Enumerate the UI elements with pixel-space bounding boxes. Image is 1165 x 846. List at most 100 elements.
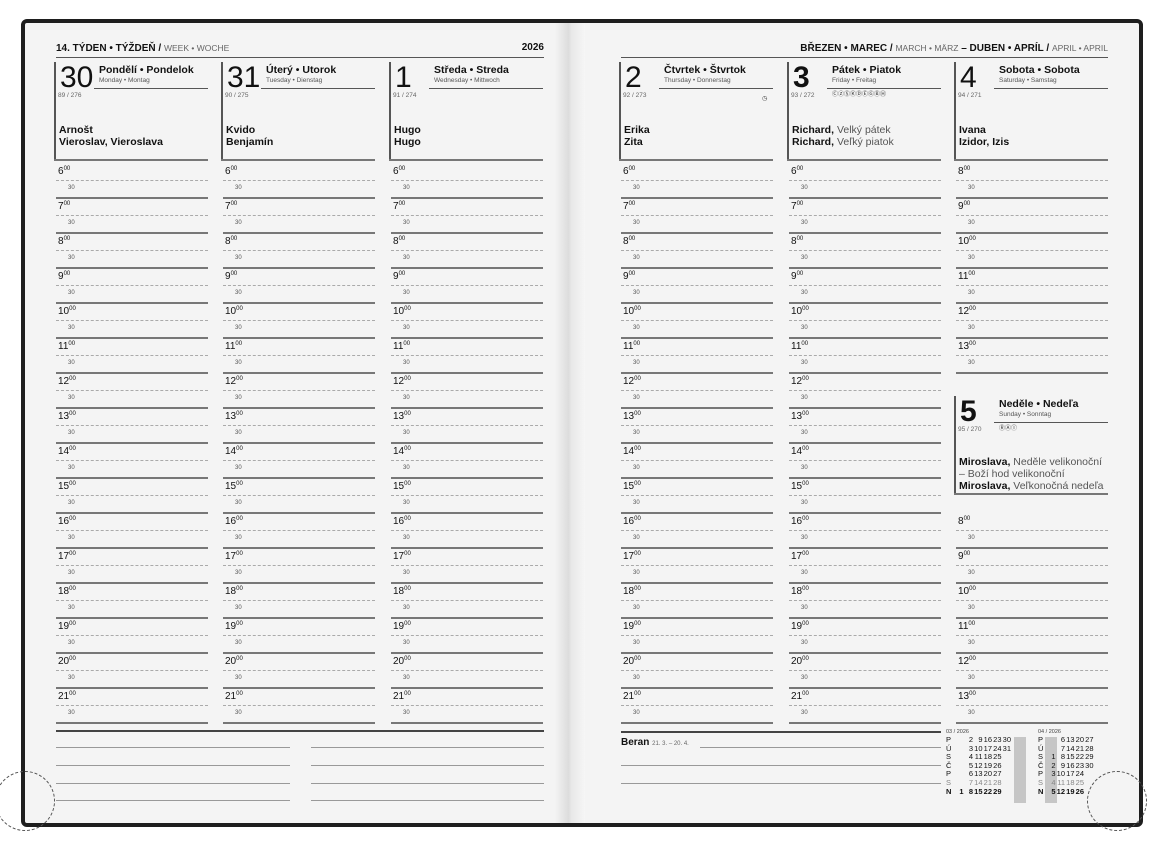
mini-calendar-row: S 4 11 18 25	[1038, 778, 1094, 788]
hour-line	[223, 687, 375, 689]
column-divider	[954, 62, 956, 159]
hour-minutes: 00	[796, 271, 804, 277]
hour-minutes: 00	[69, 621, 76, 627]
hour-minutes: 00	[628, 166, 636, 172]
mini-calendar-cell: Ú	[1038, 743, 1044, 753]
mini-calendar-cell	[1002, 753, 1012, 762]
hour-line	[56, 267, 208, 269]
name-day: Hugo	[394, 124, 421, 136]
hour-minutes: 00	[801, 341, 809, 347]
mini-calendar-cell: 19	[983, 760, 992, 770]
day-name-alt: Saturday • Samstag	[999, 77, 1057, 84]
hour-minutes: 00	[969, 236, 976, 242]
half-hour-label: 30	[968, 185, 975, 191]
half-hour-line	[956, 355, 1108, 356]
half-hour-label: 30	[633, 570, 640, 576]
hour-label: 900	[225, 271, 237, 283]
hour-minutes: 00	[230, 236, 238, 242]
name-day-line: Hugo	[394, 136, 421, 148]
mini-calendar-cell	[954, 762, 964, 771]
hour-label: 1200	[958, 306, 976, 318]
hour-value: 19	[623, 621, 635, 632]
hour-line	[223, 652, 375, 654]
hour-value: 17	[225, 551, 237, 562]
book-spine	[555, 23, 585, 823]
mini-calendar-cell: 12	[974, 760, 983, 770]
hour-line	[391, 547, 543, 549]
hour-line	[223, 302, 375, 304]
hour-value: 20	[393, 656, 405, 667]
half-hour-line	[56, 250, 208, 251]
name-days: Arnošt Vieroslav, Vieroslava	[59, 124, 163, 148]
hour-value: 9	[623, 271, 629, 282]
half-hour-line	[223, 180, 375, 181]
hour-label: 700	[623, 201, 635, 213]
hour-line	[789, 442, 941, 444]
mini-calendar-cell: 29	[1085, 752, 1094, 762]
hour-line	[621, 652, 773, 654]
mini-calendar-cell: Č	[946, 760, 952, 770]
half-hour-label: 30	[633, 430, 640, 436]
half-hour-label: 30	[403, 325, 410, 331]
name-day: Benjamín	[226, 136, 274, 148]
hour-minutes: 00	[230, 166, 238, 172]
half-hour-line	[956, 670, 1108, 671]
month-dash: –	[961, 43, 967, 54]
notes-top-rule-right	[621, 731, 941, 733]
hour-value: 18	[393, 586, 405, 597]
mini-calendar-cell: 17	[1066, 769, 1075, 779]
half-hour-line	[223, 425, 375, 426]
hour-line	[956, 197, 1108, 199]
hour-label: 1900	[58, 621, 76, 633]
hour-label: 1000	[623, 306, 641, 318]
half-hour-line	[223, 670, 375, 671]
hour-label: 1800	[791, 586, 809, 598]
hour-value: 6	[58, 166, 64, 177]
half-hour-line	[789, 250, 941, 251]
half-hour-label: 30	[403, 465, 410, 471]
mini-calendar-cell: P	[1038, 735, 1044, 744]
hour-label: 1100	[958, 271, 975, 283]
name-days: Erika Zita	[624, 124, 650, 148]
half-hour-label: 30	[801, 395, 808, 401]
hour-line	[56, 197, 208, 199]
half-hour-line	[223, 355, 375, 356]
hour-value: 9	[393, 271, 399, 282]
hour-value: 14	[791, 446, 803, 457]
name-day-line: Erika	[624, 124, 650, 136]
hour-minutes: 00	[968, 621, 976, 627]
mini-calendar-row: Ú 7 14 21 28	[1038, 743, 1094, 754]
half-hour-label: 30	[68, 675, 75, 681]
hour-label: 2000	[791, 656, 809, 668]
half-hour-line	[391, 705, 543, 706]
hour-label: 1700	[623, 551, 641, 563]
day-rule	[994, 422, 1108, 423]
month-1: BŘEZEN • MAREC /	[800, 43, 893, 54]
hour-line	[789, 652, 941, 654]
name-days: Kvido Benjamín	[226, 124, 273, 148]
hour-label: 1900	[791, 621, 809, 633]
half-hour-label: 30	[968, 605, 975, 611]
hour-line	[621, 582, 773, 584]
hour-line	[391, 372, 543, 374]
mini-calendar-row: Č 2 9 16 23 30	[1038, 761, 1094, 771]
hour-value: 20	[791, 656, 803, 667]
hour-minutes: 00	[634, 551, 641, 557]
half-hour-label: 30	[968, 220, 975, 226]
half-hour-line	[391, 425, 543, 426]
half-hour-line	[223, 320, 375, 321]
name-day: Arnošt	[59, 124, 93, 136]
hour-minutes: 00	[796, 166, 804, 172]
hour-minutes: 00	[398, 236, 406, 242]
mini-calendar-cell: 3	[968, 743, 973, 753]
day-number: 5	[960, 395, 977, 428]
hour-line	[391, 512, 543, 514]
hour-value: 13	[225, 411, 237, 422]
half-hour-line	[789, 635, 941, 636]
half-hour-label: 30	[68, 640, 75, 646]
hour-label: 1500	[225, 481, 243, 493]
hour-line	[621, 547, 773, 549]
hour-value: 10	[791, 306, 803, 317]
half-hour-line	[391, 215, 543, 216]
holiday-icons: ⓇⒶⒾ	[999, 425, 1018, 432]
